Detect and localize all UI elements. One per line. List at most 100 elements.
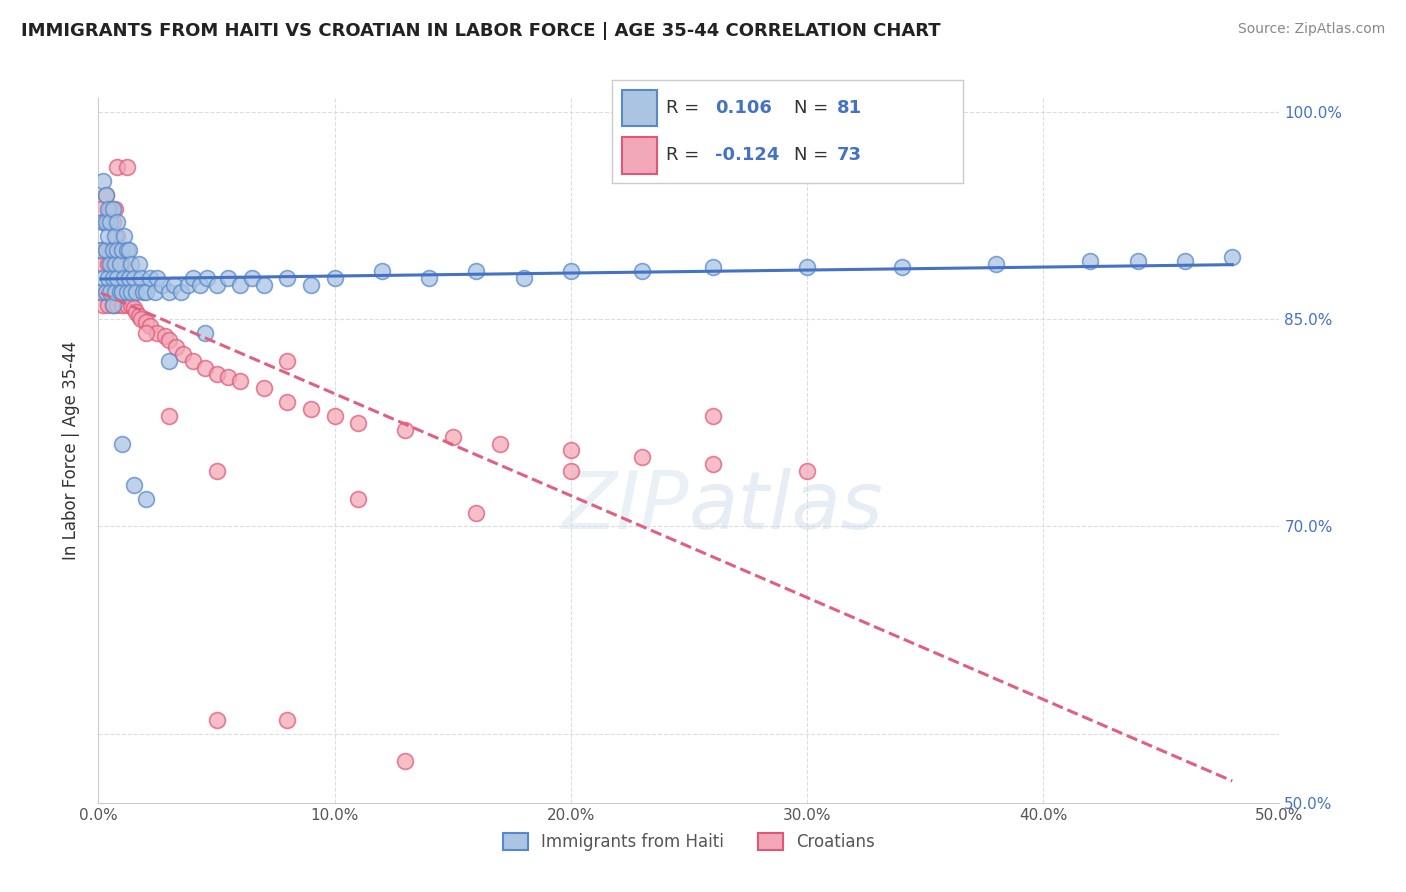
Point xyxy=(98,257,121,271)
Point xyxy=(91,270,114,285)
FancyBboxPatch shape xyxy=(621,89,658,127)
Point xyxy=(90,243,112,257)
Point xyxy=(104,257,127,271)
Point xyxy=(115,298,138,312)
Point xyxy=(125,305,148,319)
Point xyxy=(150,277,173,292)
Point xyxy=(108,257,131,271)
Point xyxy=(125,285,148,299)
Point xyxy=(205,713,228,727)
Point xyxy=(111,436,134,450)
Point xyxy=(1080,254,1102,268)
Point xyxy=(323,409,346,423)
Point xyxy=(122,301,145,315)
Point xyxy=(560,443,582,458)
Point xyxy=(194,326,217,340)
Point xyxy=(98,215,121,229)
Text: atlas: atlas xyxy=(689,467,884,546)
Point xyxy=(1126,254,1149,268)
Point xyxy=(157,333,180,347)
Point xyxy=(132,285,155,299)
Point xyxy=(229,277,252,292)
Text: 81: 81 xyxy=(837,99,862,117)
Point xyxy=(111,298,134,312)
Point xyxy=(984,257,1007,271)
Text: R =: R = xyxy=(666,146,704,164)
Point xyxy=(94,187,117,202)
Text: -0.124: -0.124 xyxy=(716,146,780,164)
Point xyxy=(105,229,128,244)
Y-axis label: In Labor Force | Age 35-44: In Labor Force | Age 35-44 xyxy=(62,341,80,560)
Point xyxy=(299,277,322,292)
Point xyxy=(394,423,416,437)
Point xyxy=(135,326,157,340)
Point xyxy=(101,215,124,229)
Point xyxy=(157,409,180,423)
Point xyxy=(101,270,124,285)
Point xyxy=(112,285,135,299)
Point xyxy=(122,478,145,492)
Point xyxy=(702,457,724,471)
Point xyxy=(890,260,912,274)
Point xyxy=(702,409,724,423)
Point xyxy=(394,755,416,769)
Point xyxy=(105,270,128,285)
Point xyxy=(129,270,152,285)
Point xyxy=(105,257,128,271)
Point xyxy=(418,270,440,285)
Point xyxy=(276,395,298,409)
Point xyxy=(101,243,124,257)
Point xyxy=(91,298,114,312)
Point xyxy=(240,270,263,285)
Point xyxy=(157,285,180,299)
Point xyxy=(796,464,818,478)
Point xyxy=(371,264,394,278)
Point xyxy=(465,264,488,278)
Point xyxy=(128,257,150,271)
Text: IMMIGRANTS FROM HAITI VS CROATIAN IN LABOR FORCE | AGE 35-44 CORRELATION CHART: IMMIGRANTS FROM HAITI VS CROATIAN IN LAB… xyxy=(21,22,941,40)
Point xyxy=(91,174,114,188)
Point xyxy=(143,285,166,299)
Point xyxy=(90,285,112,299)
Point xyxy=(97,215,120,229)
Point xyxy=(323,270,346,285)
Text: ZIP: ZIP xyxy=(561,467,689,546)
Point xyxy=(105,298,128,312)
Point xyxy=(108,285,131,299)
Point xyxy=(441,430,464,444)
Point xyxy=(90,285,112,299)
Point xyxy=(276,713,298,727)
Point xyxy=(299,402,322,417)
Point xyxy=(1220,250,1243,264)
Point xyxy=(97,298,120,312)
Point xyxy=(97,229,120,244)
Text: N =: N = xyxy=(794,146,834,164)
Point xyxy=(104,229,127,244)
Point xyxy=(104,202,127,216)
Point xyxy=(560,264,582,278)
Point xyxy=(135,491,157,506)
Point xyxy=(170,285,193,299)
Point xyxy=(188,277,211,292)
Point xyxy=(181,270,204,285)
Point xyxy=(194,360,217,375)
Text: 73: 73 xyxy=(837,146,862,164)
Text: R =: R = xyxy=(666,99,704,117)
Point xyxy=(118,243,141,257)
Point xyxy=(172,347,194,361)
Point xyxy=(105,243,128,257)
Point xyxy=(465,506,488,520)
Point xyxy=(105,160,128,174)
Point xyxy=(98,243,121,257)
Point xyxy=(97,202,120,216)
Point xyxy=(135,315,157,329)
Point xyxy=(177,277,200,292)
Point xyxy=(253,277,276,292)
Point xyxy=(217,370,239,384)
Point xyxy=(195,270,218,285)
Point xyxy=(157,353,180,368)
Point xyxy=(702,260,724,274)
Point xyxy=(91,215,114,229)
Legend: Immigrants from Haiti, Croatians: Immigrants from Haiti, Croatians xyxy=(496,826,882,858)
Point xyxy=(94,215,117,229)
